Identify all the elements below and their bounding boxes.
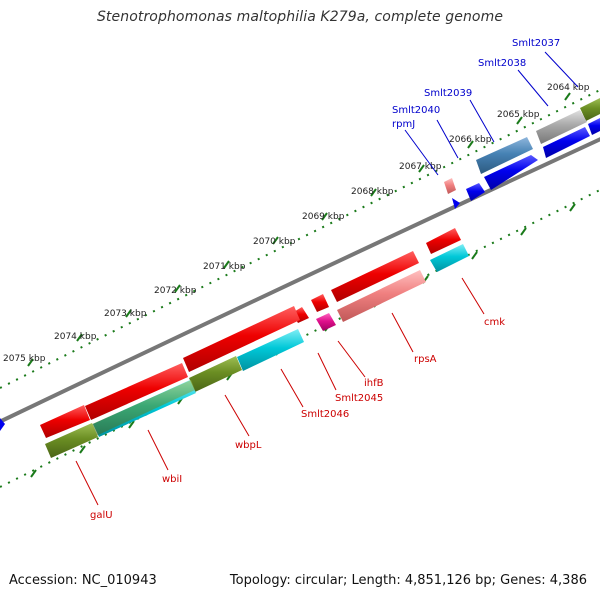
gene-arrow-smlt2046[interactable]: [183, 306, 300, 372]
tick-label: 2072 kbp: [154, 286, 197, 296]
accession-text: Accession: NC_010943: [9, 573, 157, 588]
gene-arrow-wbpl[interactable]: [85, 363, 188, 420]
gene-arrow-smlt2040[interactable]: [466, 183, 485, 201]
gene-arrow-smlt2037[interactable]: [580, 98, 600, 121]
tick-label: 2073 kbp: [104, 309, 147, 319]
tick-label: 2071 kbp: [203, 262, 246, 272]
gene-arrow-smlt2046-cyan[interactable]: [237, 329, 304, 371]
tick-track-outer: [0, 89, 600, 389]
tick-label: 2075 kbp: [3, 354, 46, 364]
gene-arrow-wbii-olive[interactable]: [90, 380, 195, 436]
tick-label: 2065 kbp: [497, 110, 540, 120]
tick-label: 2069 kbp: [302, 212, 345, 222]
genome-summary-text: Topology: circular; Length: 4,851,126 bp…: [229, 573, 587, 588]
gene-arrow-smlt2037-blue[interactable]: [588, 118, 600, 135]
gene-arrow-smlt2039-blue[interactable]: [484, 155, 538, 190]
gene-label-smlt2039[interactable]: Smlt2039: [424, 88, 472, 99]
leader-lines-forward: [404, 51, 579, 176]
gene-arrow-galu[interactable]: [40, 405, 90, 438]
reverse-features: [40, 228, 469, 458]
gene-label-cmk[interactable]: cmk: [484, 317, 505, 328]
gene-label-smlt2037[interactable]: Smlt2037: [512, 38, 560, 49]
gene-arrow-rpmj[interactable]: [452, 198, 460, 209]
gene-label-ihfb[interactable]: ihfB: [364, 378, 384, 389]
tick-label: 2074 kbp: [54, 332, 97, 342]
gene-arrow-rpsa-pink[interactable]: [337, 270, 426, 322]
gene-arrow-wbpl-olive[interactable]: [189, 356, 242, 392]
gene-label-smlt2040[interactable]: Smlt2040: [392, 105, 440, 116]
gene-label-rpmj[interactable]: rpmJ: [392, 119, 415, 130]
tick-label: 2064 kbp: [547, 83, 590, 93]
gene-label-galu[interactable]: galU: [90, 510, 113, 521]
gene-label-wbpl[interactable]: wbpL: [235, 440, 262, 451]
gene-arrow-ihfb[interactable]: [311, 294, 329, 312]
tick-label: 2066 kbp: [449, 135, 492, 145]
gene-label-smlt2038[interactable]: Smlt2038: [478, 58, 526, 69]
gene-arrow-smlt2039[interactable]: [476, 137, 533, 174]
gene-arrow-left-edge[interactable]: [0, 418, 5, 431]
gene-arrow-ihfb-magenta[interactable]: [316, 313, 336, 331]
gene-arrow-smlt2038-blue[interactable]: [543, 127, 590, 158]
gene-label-wbii[interactable]: wbiI: [162, 474, 182, 485]
tick-label: 2070 kbp: [253, 237, 296, 247]
tick-marks-outer: [27, 92, 571, 367]
genome-backbone: [0, 137, 600, 424]
gene-arrow-cmk[interactable]: [426, 228, 461, 254]
leader-lines-reverse: [75, 277, 485, 506]
gene-arrow-galu-olive[interactable]: [45, 423, 98, 458]
gene-label-smlt2045[interactable]: Smlt2045: [335, 393, 383, 404]
forward-features: [0, 98, 600, 431]
gene-arrow-cmk-cyan[interactable]: [430, 244, 469, 272]
gene-arrow-rpmj-pink[interactable]: [444, 178, 456, 194]
tick-label: 2067 kbp: [399, 162, 442, 172]
gene-label-rpsa[interactable]: rpsA: [414, 354, 437, 365]
gene-arrow-rpsa[interactable]: [331, 251, 419, 302]
tick-label: 2068 kbp: [351, 187, 394, 197]
genome-title: Stenotrophomonas maltophilia K279a, comp…: [96, 9, 504, 25]
gene-label-smlt2046[interactable]: Smlt2046: [301, 409, 349, 420]
gene-arrow-smlt2038[interactable]: [536, 110, 587, 144]
